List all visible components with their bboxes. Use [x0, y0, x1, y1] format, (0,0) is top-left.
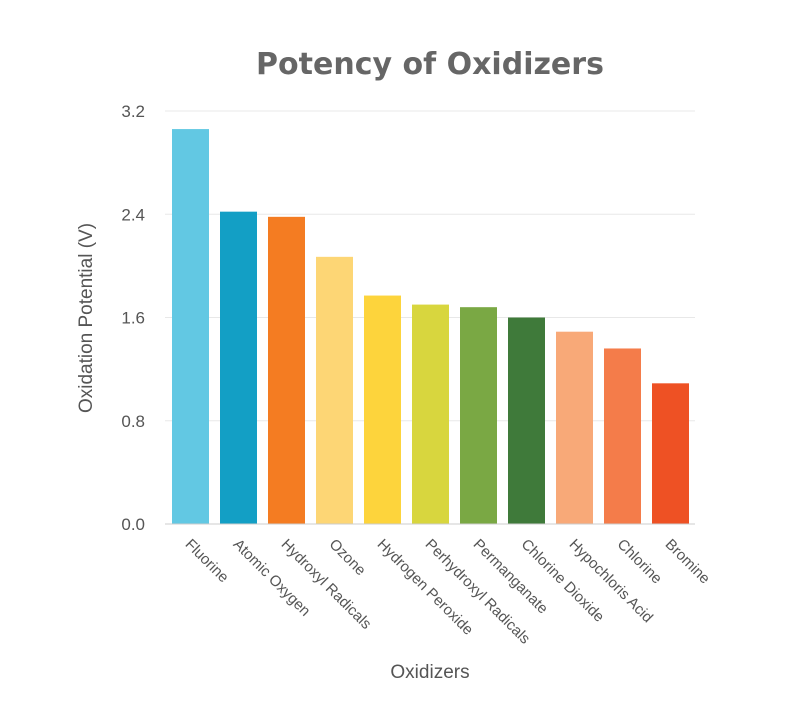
bar	[172, 129, 209, 524]
x-tick-label: Hypochloris Acid	[566, 536, 656, 626]
bar	[316, 256, 353, 524]
bar	[508, 317, 545, 524]
bar	[556, 331, 593, 524]
y-axis-ticks: 0.0 0.8 1.6 2.4 3.2	[121, 102, 145, 534]
chart-title: Potency of Oxidizers	[256, 47, 604, 82]
y-tick-label: 0.8	[121, 412, 145, 431]
x-tick-label: Hydroxyl Radicals	[278, 536, 375, 633]
y-tick-label: 2.4	[121, 205, 145, 224]
bars	[172, 129, 689, 525]
y-tick-label: 0.0	[121, 515, 145, 534]
bar	[412, 304, 449, 524]
bar	[364, 295, 401, 524]
bar	[220, 211, 257, 524]
y-tick-label: 3.2	[121, 102, 145, 121]
bar	[652, 383, 689, 524]
x-axis-label: Oxidizers	[390, 662, 469, 683]
bar	[268, 216, 305, 525]
bar	[604, 348, 641, 524]
x-tick-label: Ozone	[326, 536, 369, 579]
x-tick-label: Fluorine	[182, 536, 232, 586]
bar	[460, 307, 497, 524]
x-tick-label: Bromine	[662, 536, 714, 588]
y-tick-label: 1.6	[121, 309, 145, 328]
y-axis-label: Oxidation Potential (V)	[76, 223, 97, 413]
x-tick-label: Chlorine Dioxide	[518, 536, 608, 626]
